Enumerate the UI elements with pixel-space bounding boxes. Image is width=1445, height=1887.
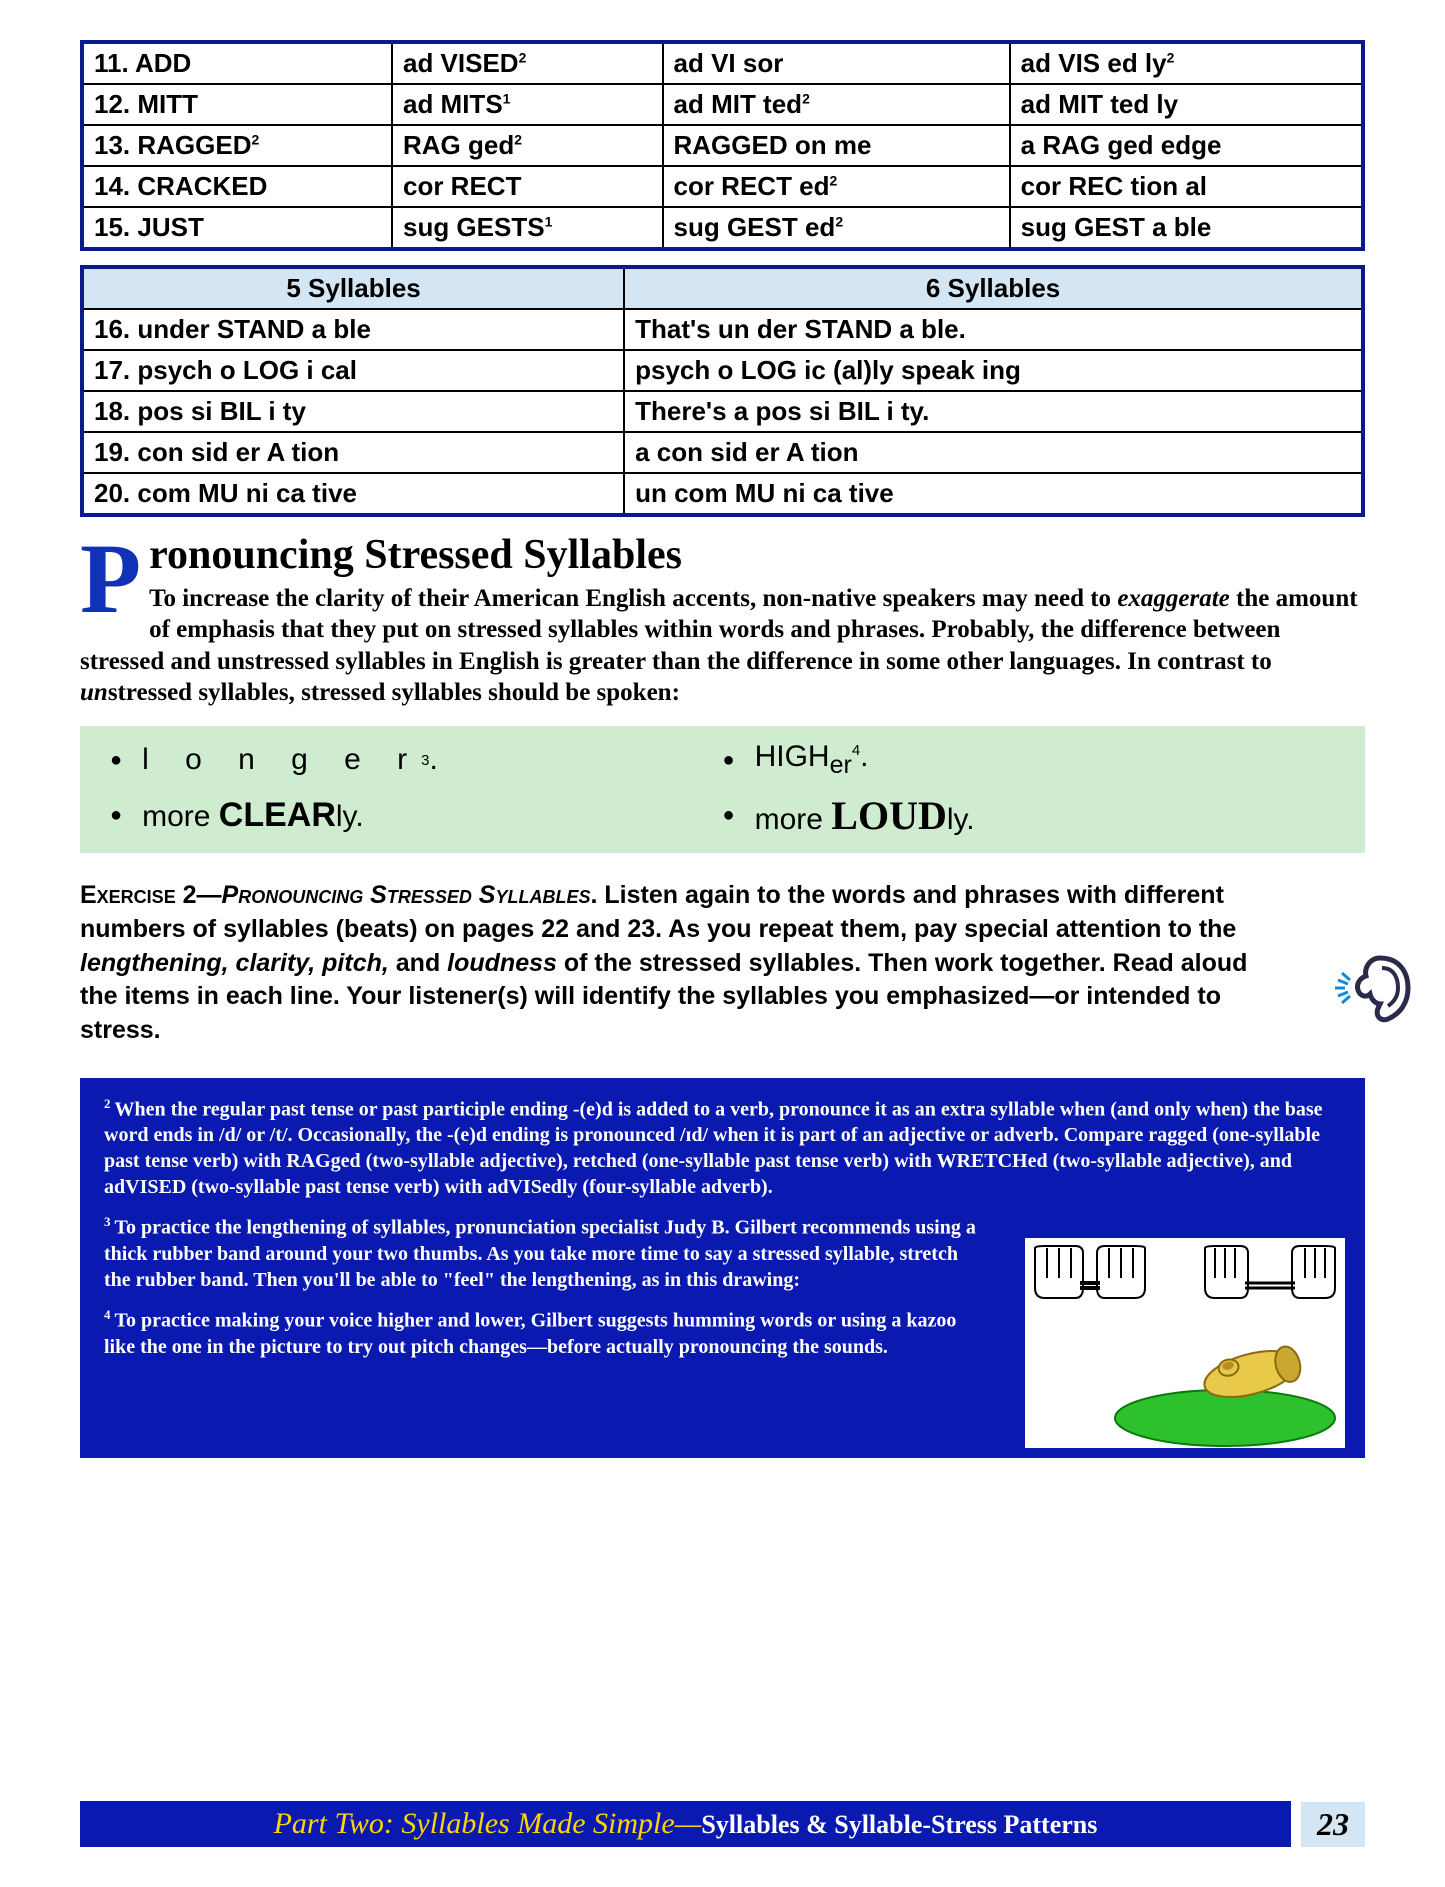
syllable-table-2: 5 Syllables 6 Syllables 16. under STAND … [80,265,1365,517]
table-cell: sug GEST ed2 [663,207,1010,249]
table-cell: 20. com MU ni ca tive [82,473,624,515]
syllable-table-1: 11. ADD ad VISED2 ad VI sor ad VIS ed ly… [80,40,1365,251]
table-cell: That's un der STAND a ble. [624,309,1363,350]
table-cell: There's a pos si BIL i ty. [624,391,1363,432]
section-title: ronouncing Stressed Syllables [80,531,1365,579]
table-cell: 12. MITT [82,84,392,125]
table-cell: sug GESTS1 [392,207,663,249]
table-cell: a RAG ged edge [1010,125,1363,166]
table-cell: un com MU ni ca tive [624,473,1363,515]
ear-icon [1330,948,1415,1038]
page-footer: Part Two: Syllables Made Simple—Syllable… [80,1801,1365,1847]
bullet-box: ● l o n g e r3. ● HIGHer4. ● more CLEARl… [80,726,1365,853]
drop-cap: P [80,531,149,619]
table-cell: ad MITS1 [392,84,663,125]
table-cell: cor RECT ed2 [663,166,1010,207]
table-cell: a con sid er A tion [624,432,1363,473]
bullet-longer: ● l o n g e r3. [110,740,723,780]
table-cell: ad VISED2 [392,42,663,84]
table-cell: cor REC tion al [1010,166,1363,207]
exercise-paragraph: Exercise 2—Pronouncing Stressed Syllable… [80,879,1365,1048]
bullet-loudly: ● more LOUDly. [723,792,1336,839]
section-heading: P ronouncing Stressed Syllables To incre… [80,531,1365,708]
footnote-2: 2When the regular past tense or past par… [104,1096,1341,1201]
table-cell: 18. pos si BIL i ty [82,391,624,432]
table-cell: 15. JUST [82,207,392,249]
table-cell: ad VI sor [663,42,1010,84]
table-cell: 13. RAGGED2 [82,125,392,166]
table-header: 6 Syllables [624,267,1363,309]
table-cell: 11. ADD [82,42,392,84]
table-cell: RAG ged2 [392,125,663,166]
table-cell: RAGGED on me [663,125,1010,166]
table-cell: 19. con sid er A tion [82,432,624,473]
footer-bar: Part Two: Syllables Made Simple—Syllable… [80,1801,1291,1847]
table-cell: cor RECT [392,166,663,207]
table-cell: 17. psych o LOG i cal [82,350,624,391]
footnote-3: 3To practice the lengthening of syllable… [104,1214,984,1293]
bullet-clearly: ● more CLEARly. [110,792,723,839]
footnotes-box: 2When the regular past tense or past par… [80,1078,1365,1458]
table-cell: 14. CRACKED [82,166,392,207]
table-cell: psych o LOG ic (al)ly speak ing [624,350,1363,391]
table-header: 5 Syllables [82,267,624,309]
table-cell: ad MIT ted2 [663,84,1010,125]
illustration-box [1025,1238,1345,1448]
table-cell: ad MIT ted ly [1010,84,1363,125]
footnote-4: 4To practice making your voice higher an… [104,1307,984,1360]
table-cell: sug GEST a ble [1010,207,1363,249]
table-cell: ad VIS ed ly2 [1010,42,1363,84]
page-number: 23 [1301,1802,1365,1847]
table-cell: 16. under STAND a ble [82,309,624,350]
intro-paragraph: To increase the clarity of their America… [80,583,1365,708]
bullet-higher: ● HIGHer4. [723,740,1336,780]
